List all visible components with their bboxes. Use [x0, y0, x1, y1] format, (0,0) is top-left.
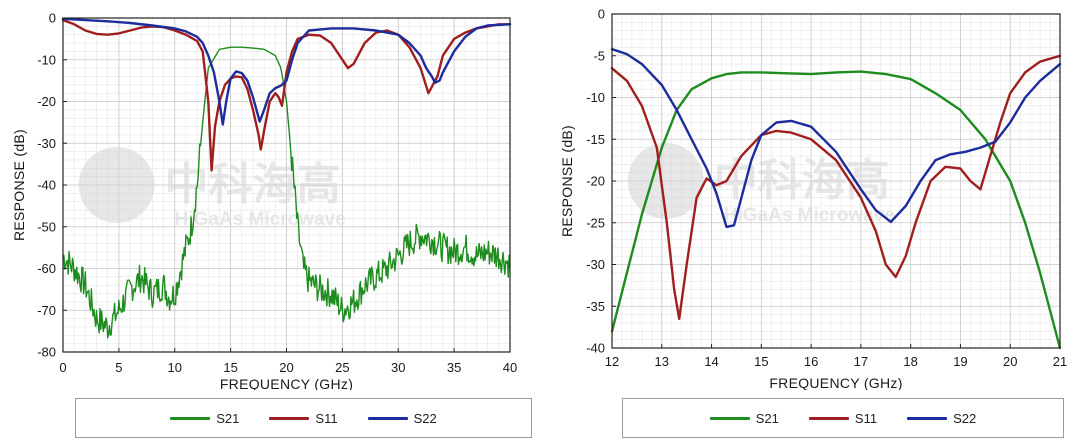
y-tick-label: -25 — [586, 215, 605, 230]
y-tick-label: -70 — [37, 303, 56, 318]
left-chart-panel: 中科海高 HiGaAs Microwave 0 5 10 15 20 25 30 35 40 0 -10… — [0, 0, 532, 445]
y-tick-label: -20 — [586, 174, 605, 189]
legend-label-s11: S11 — [315, 410, 338, 426]
y-tick-label: -5 — [593, 48, 605, 63]
watermark-text-en: HiGaAs Microwave — [724, 205, 895, 226]
x-tick-label: 20 — [279, 360, 293, 375]
series-line-s22 — [610, 47, 1062, 229]
y-tick-label: -15 — [586, 132, 605, 147]
y-tick-label: -50 — [37, 219, 56, 234]
y-tick-label: 0 — [49, 11, 56, 26]
legend-item-s21: S21 — [170, 411, 239, 426]
x-tick-label: 21 — [1053, 354, 1067, 369]
legend-swatch-s11 — [808, 416, 849, 420]
y-tick-label: -30 — [37, 136, 56, 151]
watermark-text-cn: 中科海高 — [714, 156, 890, 205]
watermark-logo-icon — [78, 147, 155, 223]
legend-item-s22: S22 — [367, 410, 437, 426]
legend-swatch-s22 — [907, 416, 948, 420]
legend-label-s22: S22 — [413, 410, 437, 426]
legend-swatch-s21 — [709, 416, 750, 420]
x-tick-label: 0 — [59, 360, 66, 375]
legend-label-s11: S11 — [854, 410, 878, 426]
right-legend: S21 S11 S22 — [622, 398, 1064, 438]
legend-label-s22: S22 — [953, 410, 977, 426]
left-legend: S21 S11 S22 — [75, 398, 532, 438]
legend-item-s11: S11 — [269, 410, 338, 426]
watermark-text-cn: 中科海高 — [165, 160, 341, 209]
x-tick-label: 14 — [704, 354, 718, 369]
series-line-s11 — [610, 54, 1062, 320]
series-line-s22 — [61, 17, 512, 126]
y-tick-label: -30 — [586, 257, 605, 272]
y-tick-label: 0 — [598, 7, 605, 22]
y-tick-label: -10 — [37, 52, 56, 67]
y-axis-title: RESPONSE (dB) — [11, 129, 27, 241]
x-tick-label: 15 — [754, 354, 768, 369]
y-tick-label: -40 — [37, 178, 56, 193]
x-tick-label: 40 — [503, 360, 517, 375]
legend-swatch-s22 — [367, 416, 408, 420]
x-tick-label: 35 — [447, 360, 461, 375]
x-axis-title: FREQUENCY (GHz) — [769, 375, 902, 390]
legend-swatch-s21 — [170, 416, 211, 420]
y-tick-label: -40 — [586, 341, 605, 356]
legend-item-s11: S11 — [808, 410, 878, 426]
legend-swatch-s11 — [269, 416, 310, 420]
x-tick-label: 20 — [1003, 354, 1017, 369]
x-tick-label: 30 — [391, 360, 405, 375]
x-tick-label: 18 — [903, 354, 917, 369]
y-tick-label: -20 — [37, 94, 56, 109]
legend-item-s21: S21 — [709, 410, 779, 426]
y-tick-label: -80 — [37, 345, 56, 360]
x-tick-label: 5 — [115, 360, 122, 375]
series-line-s21 — [610, 70, 1062, 350]
y-tick-label: -10 — [586, 90, 605, 105]
legend-label-s21: S21 — [216, 410, 240, 426]
x-tick-label: 10 — [168, 360, 182, 375]
series-line-s21 — [62, 46, 511, 339]
y-tick-label: -60 — [37, 261, 56, 276]
x-tick-label: 19 — [953, 354, 967, 369]
x-tick-label: 13 — [655, 354, 669, 369]
watermark-text-en: HiGaAs Microwave — [175, 209, 346, 230]
x-tick-label: 25 — [335, 360, 349, 375]
x-tick-label: 17 — [854, 354, 868, 369]
legend-item-s22: S22 — [907, 411, 976, 426]
y-tick-label: -35 — [586, 299, 605, 314]
grid — [611, 13, 1061, 349]
y-axis-title: RESPONSE (dB) — [559, 125, 575, 237]
x-tick-label: 12 — [605, 354, 619, 369]
legend-label-s21: S21 — [755, 410, 779, 426]
right-chart-panel: 中科海高 HiGaAs Microwave 12 13 14 15 16 17 18 19 20 21… — [550, 0, 1080, 445]
x-tick-label: 16 — [804, 354, 818, 369]
x-axis-title: FREQUENCY (GHz) — [220, 376, 353, 390]
x-tick-label: 15 — [223, 360, 237, 375]
